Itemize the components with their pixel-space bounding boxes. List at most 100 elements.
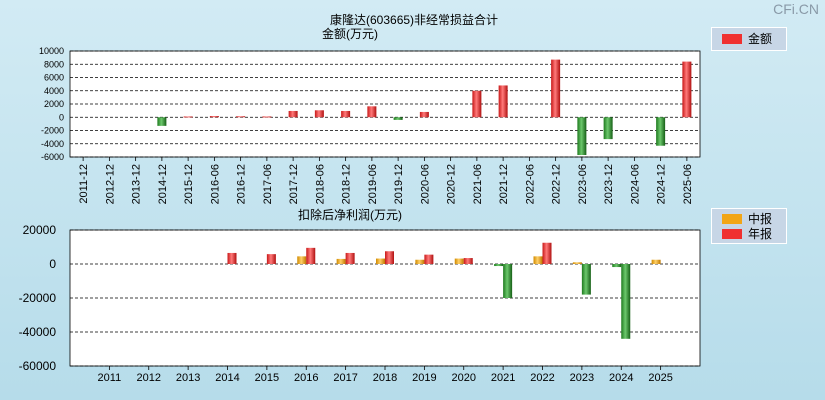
bar [157, 117, 167, 126]
x-tick-label: 2025 [648, 372, 672, 384]
y-tick-label: -40000 [19, 325, 57, 339]
bar [376, 258, 385, 264]
x-tick-label: 2018 [373, 372, 397, 384]
x-tick-label: 2021-06 [472, 164, 484, 204]
legend-swatch-red [722, 34, 742, 44]
y-tick-label: 6000 [44, 73, 64, 83]
y-tick-label: -4000 [41, 139, 64, 149]
y-tick-label: 2000 [44, 99, 64, 109]
bar [656, 117, 666, 146]
y-tick-label: 0 [59, 112, 64, 122]
y-tick-label: -6000 [41, 152, 64, 162]
x-tick-label: 2023-12 [603, 164, 615, 204]
bottom-chart-title: 扣除后净利润(万元) [298, 208, 402, 222]
bar [236, 116, 246, 118]
bar [306, 247, 316, 264]
bar [266, 254, 276, 264]
bar [183, 116, 193, 118]
y-tick-label: 4000 [44, 86, 64, 96]
x-tick-label: 2020 [452, 372, 476, 384]
x-tick-label: 2012 [137, 372, 161, 384]
top-chart-subtitle: 金额(万元) [322, 27, 378, 41]
bar [341, 110, 351, 118]
top-chart-title: 康隆达(603665)非经常损益合计 [330, 13, 499, 27]
x-tick-label: 2016 [294, 372, 318, 384]
watermark: CFi.CN [773, 1, 819, 17]
bar [454, 258, 464, 264]
legend-item-annual: 年报 [722, 227, 772, 241]
x-tick-label: 2023-06 [577, 164, 589, 204]
bar [542, 242, 552, 264]
x-tick-label: 2024-12 [656, 164, 668, 204]
bar [262, 116, 272, 118]
x-tick-label: 2018-06 [314, 164, 326, 204]
y-tick-label: 10000 [39, 46, 64, 56]
bar [503, 264, 513, 298]
legend-swatch-orange [722, 214, 742, 224]
x-tick-label: 2014 [215, 372, 239, 384]
plot-frame-bottom [69, 229, 701, 367]
x-tick-label: 2023 [570, 372, 594, 384]
bar [415, 259, 425, 264]
x-tick-label: 2022-06 [524, 164, 536, 204]
x-tick-label: 2016-12 [236, 164, 248, 204]
x-tick-label: 2016-06 [209, 164, 221, 204]
bar [227, 252, 237, 264]
bar [314, 110, 324, 118]
legend-label-amount: 金额 [748, 32, 773, 46]
bar [385, 251, 394, 264]
bar [367, 106, 377, 118]
bar [498, 85, 508, 118]
bar [612, 264, 622, 268]
bar [621, 264, 631, 339]
bar [297, 256, 307, 264]
bar [419, 111, 429, 118]
bar [651, 259, 661, 264]
bottom-chart-legend: 中报 年报 [711, 208, 787, 244]
x-tick-label: 2015 [255, 372, 279, 384]
legend-item-interim: 中报 [722, 212, 772, 226]
bar [472, 90, 482, 118]
x-tick-label: 2022-12 [551, 164, 563, 204]
x-tick-label: 2018-12 [341, 164, 353, 204]
x-tick-label: 2020-06 [419, 164, 431, 204]
bar [288, 110, 298, 118]
bar [603, 117, 613, 140]
x-tick-label: 2017-12 [288, 164, 300, 204]
x-tick-label: 2017 [333, 372, 357, 384]
x-tick-label: 2013-12 [131, 164, 143, 204]
x-tick-label: 2022 [530, 372, 554, 384]
x-tick-label: 2025-06 [682, 164, 694, 204]
legend-label-annual: 年报 [748, 227, 773, 241]
y-tick-label: 8000 [44, 59, 64, 69]
legend-item-amount: 金额 [722, 32, 772, 46]
bar [577, 117, 587, 156]
x-tick-label: 2024 [609, 372, 633, 384]
x-tick-label: 2021-12 [498, 164, 510, 204]
x-tick-label: 2014-12 [157, 164, 169, 204]
bar [494, 264, 504, 267]
legend-label-interim: 中报 [748, 212, 773, 226]
x-tick-label: 2024-06 [629, 164, 641, 204]
x-tick-label: 2013 [176, 372, 200, 384]
x-tick-label: 2012-12 [104, 164, 116, 204]
x-tick-label: 2019-06 [367, 164, 379, 204]
bar [463, 258, 473, 264]
bar [424, 254, 434, 264]
top-chart-legend: 金额 [711, 27, 787, 51]
bar [533, 256, 543, 264]
bar [393, 117, 403, 120]
bar [209, 116, 219, 118]
x-tick-label: 2020-12 [446, 164, 458, 204]
x-tick-label: 2019-12 [393, 164, 405, 204]
bar [345, 252, 355, 264]
x-tick-label: 2011-12 [78, 164, 90, 204]
bar [551, 59, 561, 118]
legend-swatch-red-2 [722, 229, 742, 239]
x-tick-label: 2017-06 [262, 164, 274, 204]
plot-frame-top [69, 50, 701, 158]
bar [682, 61, 692, 118]
y-tick-label: -60000 [19, 359, 57, 373]
x-tick-label: 2021 [491, 372, 515, 384]
